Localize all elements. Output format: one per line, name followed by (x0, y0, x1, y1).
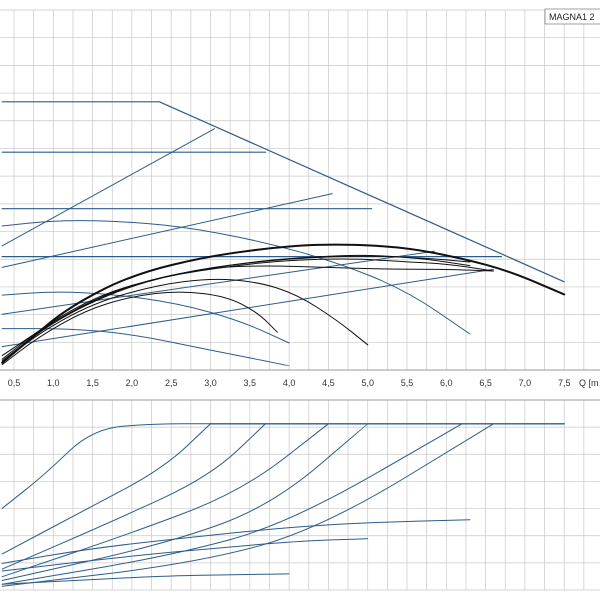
power-curve-10 (1, 538, 369, 572)
x-axis-label: Q [m (579, 378, 599, 388)
head-curve-10 (1, 291, 290, 344)
model-badge-text: MAGNA1 2 (549, 12, 595, 22)
head-curve-14 (1, 258, 494, 360)
head-curve-11 (1, 328, 290, 367)
x-tick-label: 4,0 (283, 378, 296, 388)
power-curve-4 (1, 423, 266, 570)
curves (1, 101, 566, 587)
head-curve-18 (1, 255, 471, 357)
head-curve-9 (1, 220, 471, 335)
x-axis-ticks: 0,5 1,0 1,5 2,0 2,5 3,0 3,5 4,0 4,5 5,0 5,5 6,0 6,5 7… (8, 378, 571, 388)
power-curve-11 (1, 573, 290, 585)
x-tick-label: 1,5 (86, 378, 99, 388)
x-tick-label: 6,5 (479, 378, 492, 388)
x-tick-label: 1,0 (47, 378, 60, 388)
power-curve-6 (1, 423, 369, 581)
power-curve-5 (1, 423, 329, 578)
x-tick-label: 5,0 (361, 378, 374, 388)
head-curve-16 (1, 278, 369, 364)
x-tick-label: 3,0 (204, 378, 217, 388)
x-tick-label: 6,0 (440, 378, 453, 388)
x-tick-label: 2,0 (126, 378, 139, 388)
power-curve-8 (1, 423, 494, 587)
grid (0, 9, 600, 591)
power-curve-7 (1, 423, 463, 585)
model-badge: MAGNA1 2 (544, 8, 600, 25)
head-curve-17 (1, 291, 278, 366)
head-curve-15 (1, 254, 471, 362)
x-tick-label: 7,0 (519, 378, 532, 388)
head-curve-5 (1, 128, 215, 247)
head-curve-7 (1, 250, 435, 315)
power-curve-9 (1, 519, 471, 564)
x-tick-label: 7,5 (558, 378, 571, 388)
x-tick-label: 4,5 (322, 378, 335, 388)
model-badge-box (544, 8, 600, 25)
power-curve-3 (1, 423, 211, 555)
head-curve-6 (1, 193, 333, 268)
head-curve-1 (1, 101, 565, 283)
x-tick-label: 5,5 (401, 378, 414, 388)
x-tick-label: 3,5 (244, 378, 257, 388)
x-tick-label: 2,5 (165, 378, 178, 388)
power-curve-2 (1, 423, 211, 509)
x-tick-label: 0,5 (8, 378, 21, 388)
